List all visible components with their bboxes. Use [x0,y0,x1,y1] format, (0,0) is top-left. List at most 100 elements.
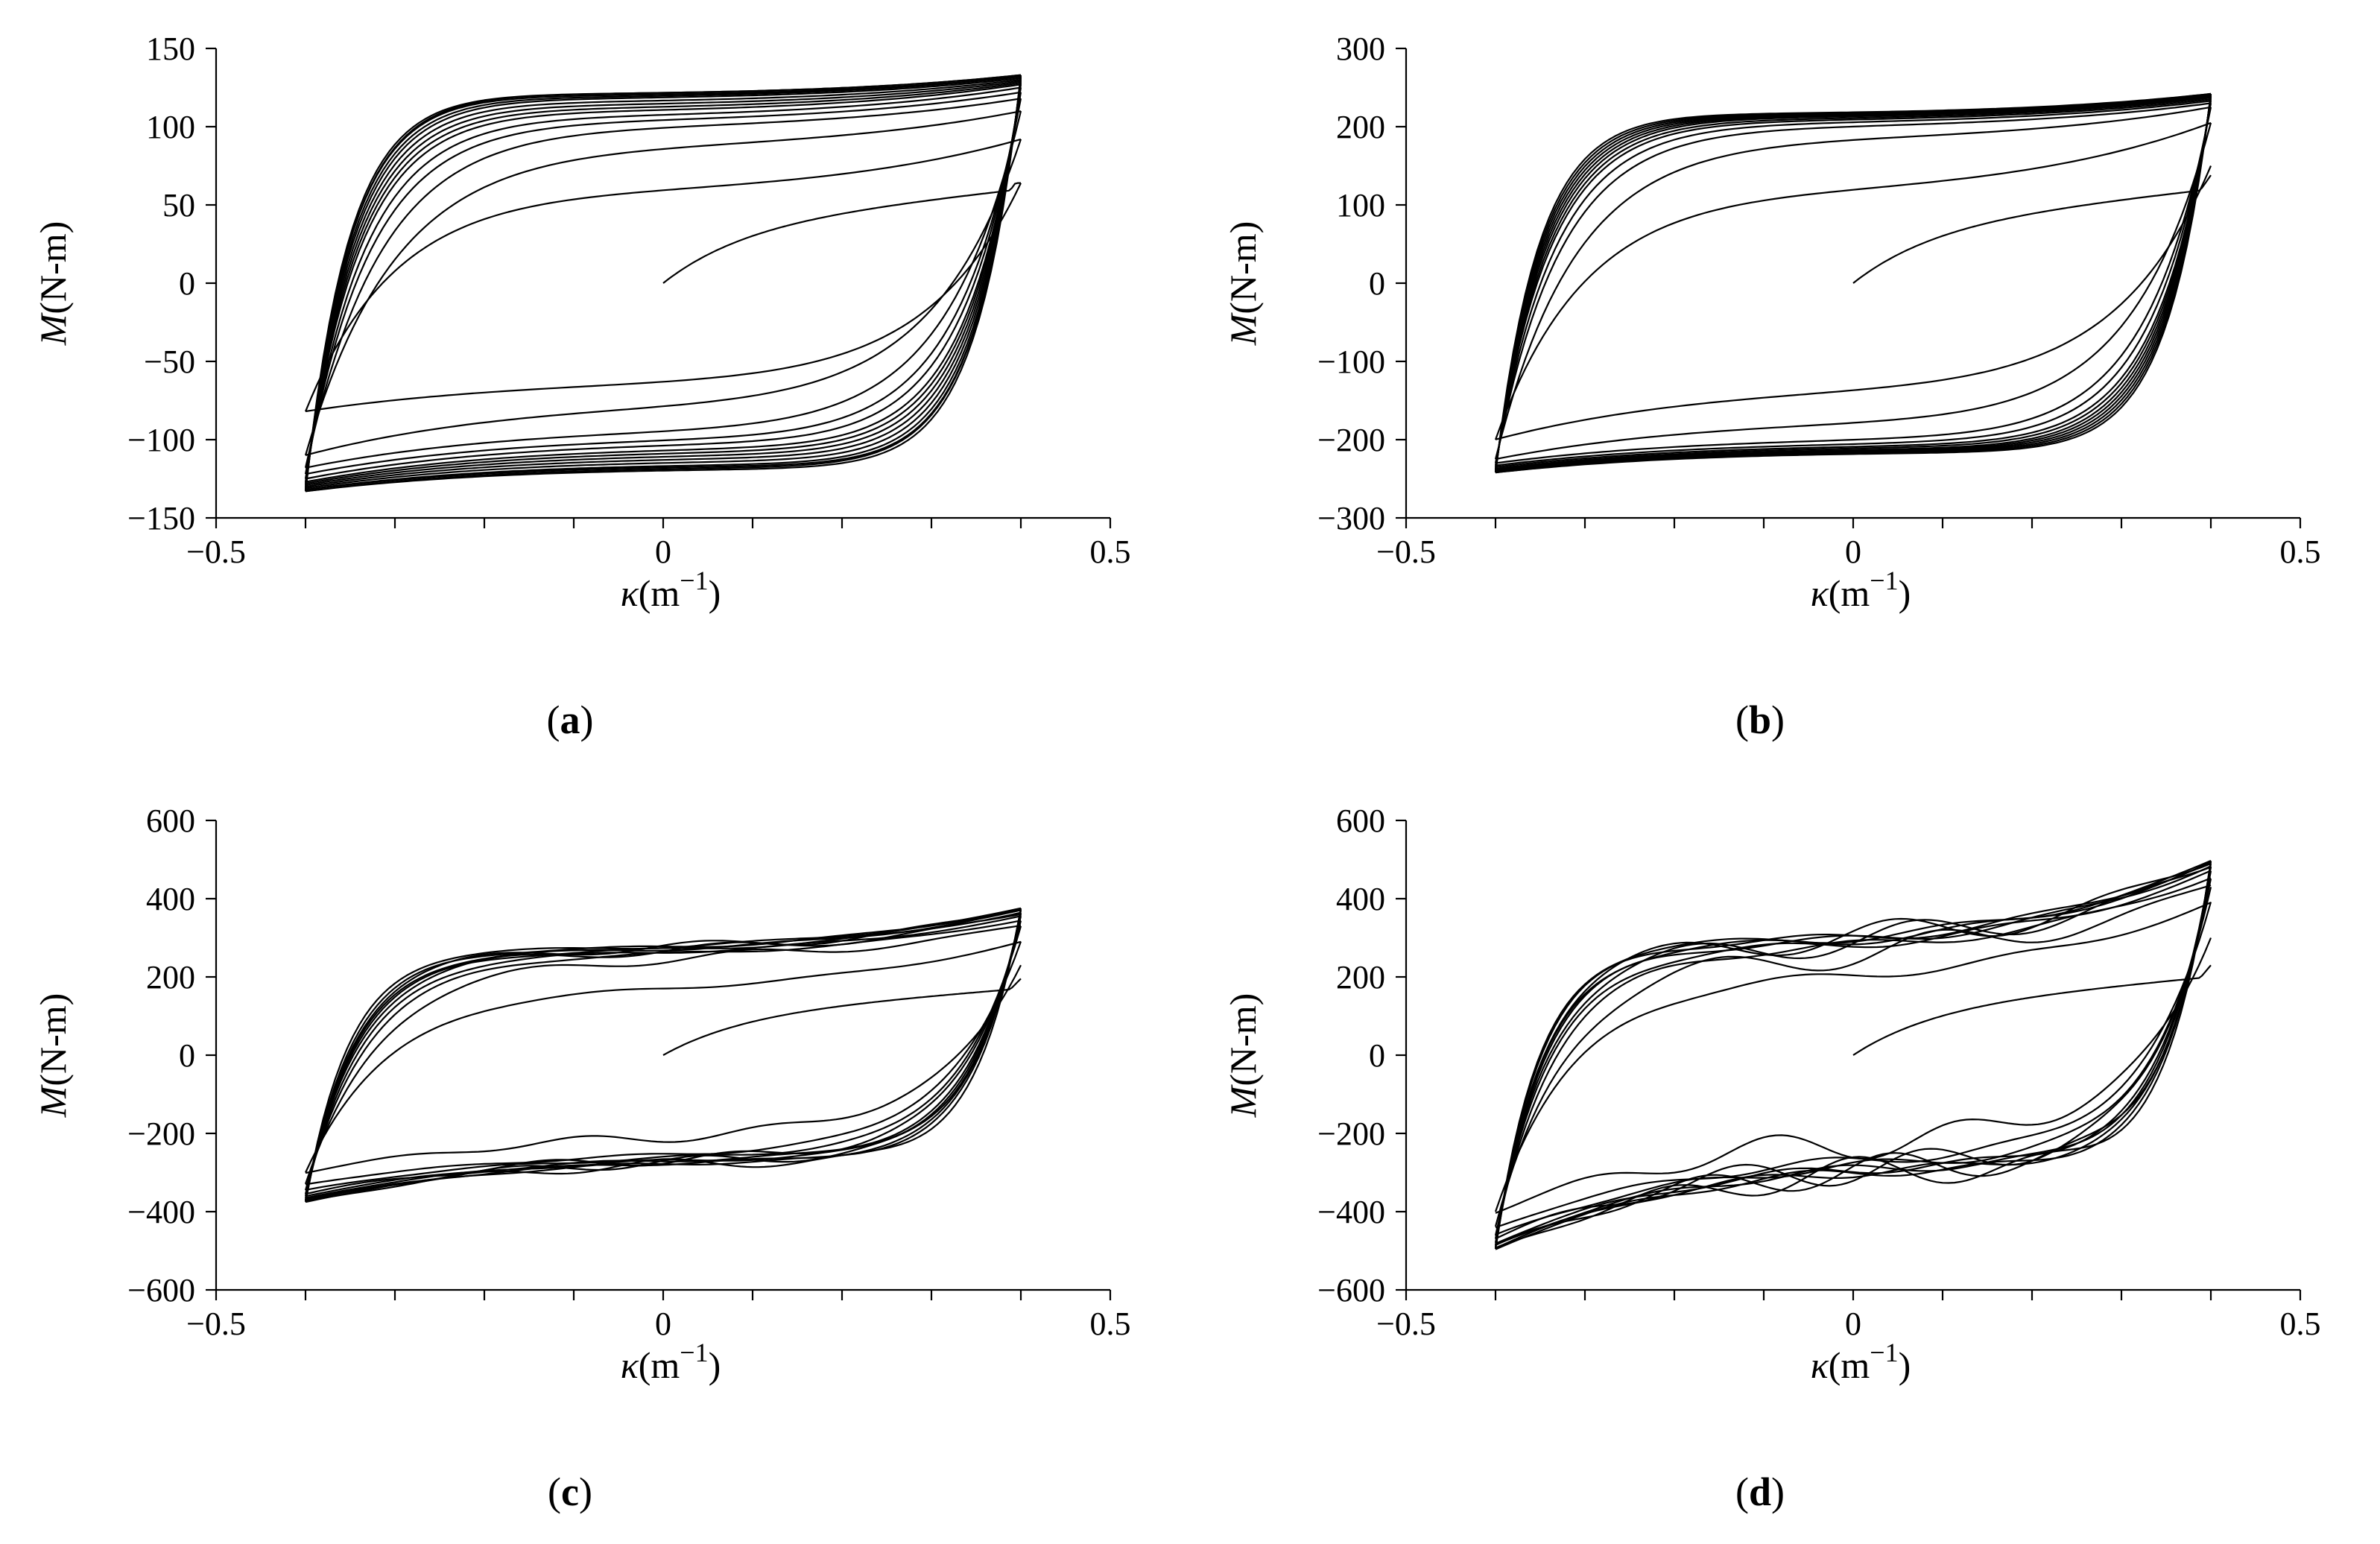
curve-unloading-branch [305,183,1022,413]
x-tick-label: 0 [655,534,671,570]
panel-b: −300 −200 −100 0 100 200 300 −0.5 0 0.5 κ(m−1) M(N-… [1190,0,2380,772]
curve-unloading-branch [305,80,1022,488]
curve-reloading-branch [1494,884,2212,1227]
curve-reloading-branch [304,138,1022,412]
y-tick-label: 400 [1336,881,1385,917]
curve-reloading-branch [304,91,1022,475]
y-tick-label: −300 [1317,500,1385,537]
curve-unloading-branch [1495,861,2212,1250]
y-tick-label: 200 [1336,109,1385,145]
curve-initial-loading [662,978,1022,1056]
curve-reloading-branch [304,913,1022,1197]
curve-reloading-branch [304,911,1022,1199]
x-tick-label: −0.5 [186,534,246,570]
curve-unloading-branch [1495,867,2212,1246]
curve-initial-loading [1852,174,2212,284]
y-tick-label: −150 [127,500,195,537]
curve-unloading-branch [1495,887,2212,1235]
y-tick-label: −600 [1317,1272,1385,1309]
curve-unloading-branch [305,76,1022,491]
curve-reloading-branch [304,907,1022,1202]
y-tick-label: 600 [146,803,195,839]
x-tick-label: 0 [1845,534,1861,570]
curve-reloading-branch [1494,98,2212,467]
panel-c: −600 −400 −200 0 200 400 600 −0.5 0 0.5 κ(m−1) M(N-… [0,772,1190,1544]
x-tick-label: −0.5 [1376,1306,1436,1342]
x-axis-title: κ(m−1) [1811,566,1911,614]
curve-reloading-branch [1494,866,2212,1243]
curve-reloading-branch [304,82,1022,484]
panel-caption-c: (c) [548,1469,592,1514]
panel-d: −600 −400 −200 0 200 400 600 −0.5 0 0.5 κ(m−1) M(N-… [1190,772,2380,1544]
x-tick-label: 0.5 [1090,534,1131,570]
curve-unloading-branch [305,87,1022,483]
curve-unloading-branch [1495,870,2212,1244]
curve-reloading-branch [304,915,1022,1195]
x-axis-title: κ(m−1) [1811,1338,1911,1386]
curve-unloading-branch [1495,902,2212,1229]
curve-initial-loading [662,182,1021,284]
x-tick-label: −0.5 [1376,534,1436,570]
curve-reloading-branch [1494,870,2212,1239]
y-tick-label: −200 [1317,422,1385,458]
chart-d: −600 −400 −200 0 200 400 600 −0.5 0 0.5 κ(m−1) M(N-… [1222,803,2321,1386]
chart-a: −150 −100 −50 0 50 100 150 −0.5 0 0.5 κ(m−1) M(N-m) [32,31,1131,614]
panel-a: −150 −100 −50 0 50 100 150 −0.5 0 0.5 κ(m−1) M(N-m)… [0,0,1190,772]
curve-reloading-branch [1494,862,2212,1249]
curve-reloading-branch [1494,97,2212,469]
curve-reloading-branch [1494,100,2212,466]
y-tick-label: −200 [1317,1116,1385,1152]
curve-unloading-branch [1495,95,2212,473]
curve-reloading-branch [1494,102,2212,463]
y-tick-label: 100 [1336,187,1385,224]
x-tick-label: −0.5 [186,1306,246,1342]
curve-initial-loading [1852,964,2212,1056]
panel-caption-letter: c [561,1469,579,1514]
curve-unloading-branch [305,79,1022,490]
y-tick-label: 0 [179,1037,195,1074]
curve-reloading-branch [304,86,1022,479]
y-tick-label: 150 [146,31,195,67]
y-tick-label: 0 [1369,265,1385,302]
curve-unloading-branch [305,914,1022,1199]
y-axis-title: M(N-m) [32,221,74,347]
y-tick-label: 400 [146,881,195,917]
curve-unloading-branch [1495,103,2212,466]
curve-unloading-branch [1495,866,2212,1246]
curve-reloading-branch [1494,121,2212,440]
curve-unloading-branch [1495,864,2212,1250]
panel-caption-b: (b) [1735,697,1785,742]
curve-reloading-branch [1494,902,2212,1212]
panel-caption-a: (a) [546,697,594,742]
y-tick-label: 0 [1369,1037,1385,1074]
panel-caption-letter: a [560,697,580,742]
curve-unloading-branch [305,908,1022,1203]
x-tick-label: 0.5 [1090,1306,1131,1342]
curve-unloading-branch [305,75,1022,493]
y-tick-label: −400 [127,1194,195,1230]
curve-reloading-branch [304,74,1022,492]
panel-caption-letter: b [1748,697,1772,742]
x-tick-label: 0 [655,1306,671,1342]
y-tick-label: −100 [127,422,195,458]
curve-unloading-branch [1495,99,2212,469]
curve-unloading-branch [1495,861,2212,1249]
y-tick-label: −400 [1317,1194,1385,1230]
chart-c: −600 −400 −200 0 200 400 600 −0.5 0 0.5 κ(m−1) M(N-… [32,803,1131,1386]
y-tick-label: 50 [162,187,195,224]
curve-unloading-branch [1495,879,2212,1240]
curve-reloading-branch [304,110,1022,456]
y-tick-label: −100 [1317,344,1385,380]
y-tick-label: 600 [1336,803,1385,839]
y-tick-label: 200 [146,959,195,996]
curve-unloading-branch [305,964,1022,1174]
x-tick-label: 0.5 [2280,534,2321,570]
x-axis-title: κ(m−1) [621,566,721,614]
curve-reloading-branch [1494,861,2212,1247]
curve-reloading-branch [304,80,1022,486]
curve-unloading-branch [1495,107,2212,464]
y-axis-title: M(N-m) [1222,221,1264,347]
curve-unloading-branch [305,941,1022,1186]
curve-unloading-branch [1495,122,2212,461]
curve-unloading-branch [305,926,1022,1191]
